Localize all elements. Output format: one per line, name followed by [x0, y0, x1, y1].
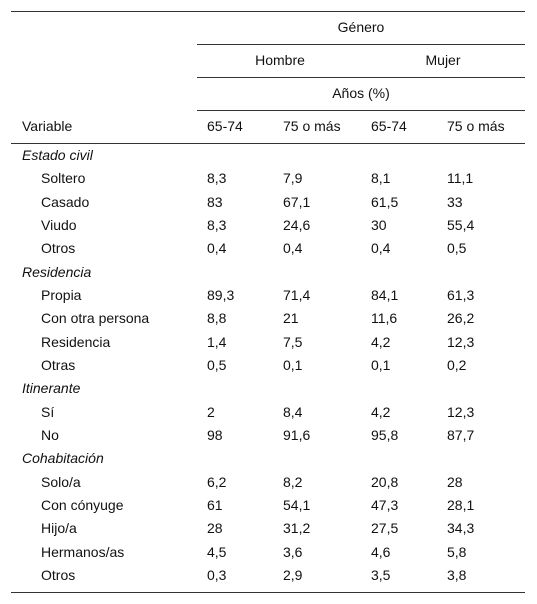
cell: 61	[207, 496, 223, 513]
cell: 67,1	[283, 193, 311, 210]
cell: 8,3	[207, 170, 227, 187]
cell: 7,5	[283, 333, 303, 350]
row-label: Con cónyuge	[41, 496, 124, 513]
cell: 8,4	[283, 403, 303, 420]
row-label: Hijo/a	[41, 520, 77, 537]
group-header: Mujer	[425, 52, 461, 68]
cell: 0,3	[207, 566, 227, 583]
column-header: 75 o más	[447, 118, 505, 134]
cell: 98	[207, 426, 223, 443]
column-header: 65-74	[371, 118, 407, 134]
cell: 0,4	[371, 240, 391, 257]
row-label: Con otra persona	[41, 310, 150, 327]
row-label: Otros	[41, 566, 76, 583]
cell: 8,3	[207, 216, 227, 233]
row-label: Residencia	[41, 333, 111, 350]
row-label: Casado	[41, 193, 90, 210]
rule	[197, 77, 525, 78]
cell: 47,3	[371, 496, 399, 513]
cell: 2	[207, 403, 215, 420]
cell: 4,2	[371, 403, 391, 420]
cell: 26,2	[447, 310, 475, 327]
row-label: Solo/a	[41, 473, 81, 490]
cell: 28	[207, 520, 223, 537]
section-label: Residencia	[22, 263, 92, 280]
section-label: Cohabitación	[22, 450, 104, 467]
row-label: Otras	[41, 356, 76, 373]
cell: 8,2	[283, 473, 303, 490]
cell: 11,1	[447, 170, 474, 187]
cell: 83	[207, 193, 223, 210]
cell: 0,1	[283, 356, 303, 373]
cell: 0,4	[283, 240, 303, 257]
cell: 5,8	[447, 543, 467, 560]
cell: 24,6	[283, 216, 311, 233]
rule	[11, 11, 525, 12]
cell: 95,8	[371, 426, 399, 443]
section-label: Itinerante	[22, 380, 81, 397]
row-label: Sí	[41, 403, 55, 420]
header-title: Género	[337, 19, 385, 35]
cell: 31,2	[283, 520, 311, 537]
column-header: 75 o más	[283, 118, 341, 134]
cell: 8,8	[207, 310, 227, 327]
cell: 3,6	[283, 543, 303, 560]
cell: 3,5	[371, 566, 391, 583]
cell: 61,5	[371, 193, 399, 210]
cell: 2,9	[283, 566, 303, 583]
cell: 0,5	[447, 240, 467, 257]
cell: 0,2	[447, 356, 467, 373]
header-subtitle: Años (%)	[332, 85, 390, 101]
cell: 12,3	[447, 333, 475, 350]
row-label: No	[41, 426, 59, 443]
section-label: Estado civil	[22, 147, 93, 163]
cell: 61,3	[447, 286, 475, 303]
cell: 0,5	[207, 356, 227, 373]
cell: 1,4	[207, 333, 227, 350]
cell: 0,4	[207, 240, 227, 257]
cell: 91,6	[283, 426, 311, 443]
row-label: Otros	[41, 240, 76, 257]
cell: 55,4	[447, 216, 475, 233]
rule	[197, 44, 525, 45]
rule	[11, 592, 525, 593]
cell: 0,1	[371, 356, 391, 373]
cell: 20,8	[371, 473, 399, 490]
cell: 7,9	[283, 170, 303, 187]
cell: 4,2	[371, 333, 391, 350]
cell: 4,6	[371, 543, 391, 560]
row-label: Propia	[41, 286, 82, 303]
cell: 6,2	[207, 473, 227, 490]
rule	[11, 143, 525, 144]
cell: 21	[283, 310, 299, 327]
cell: 12,3	[447, 403, 475, 420]
row-label: Viudo	[41, 216, 77, 233]
group-header: Hombre	[255, 52, 305, 68]
cell: 34,3	[447, 520, 475, 537]
column-header: 65-74	[207, 118, 243, 134]
cell: 30	[371, 216, 387, 233]
cell: 87,7	[447, 426, 475, 443]
cell: 33	[447, 193, 463, 210]
cell: 54,1	[283, 496, 311, 513]
cell: 71,4	[283, 286, 311, 303]
cell: 84,1	[371, 286, 399, 303]
cell: 28,1	[447, 496, 475, 513]
rule	[197, 110, 525, 111]
column-header: Variable	[22, 118, 73, 134]
cell: 11,6	[371, 310, 398, 327]
cell: 4,5	[207, 543, 227, 560]
row-label: Hermanos/as	[41, 543, 125, 560]
row-label: Soltero	[41, 170, 86, 187]
cell: 89,3	[207, 286, 235, 303]
cell: 28	[447, 473, 463, 490]
cell: 27,5	[371, 520, 399, 537]
cell: 3,8	[447, 566, 467, 583]
cell: 8,1	[371, 170, 391, 187]
